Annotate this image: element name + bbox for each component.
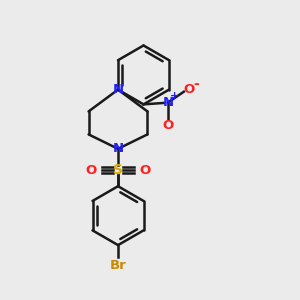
Text: N: N [112,83,124,96]
Text: N: N [163,96,174,109]
Text: O: O [163,119,174,132]
Text: O: O [140,164,151,176]
Text: O: O [184,83,195,96]
Text: S: S [113,163,123,177]
Text: N: N [112,142,124,155]
Text: O: O [85,164,97,176]
Text: -: - [194,77,199,91]
Text: Br: Br [110,259,126,272]
Text: +: + [169,92,179,101]
